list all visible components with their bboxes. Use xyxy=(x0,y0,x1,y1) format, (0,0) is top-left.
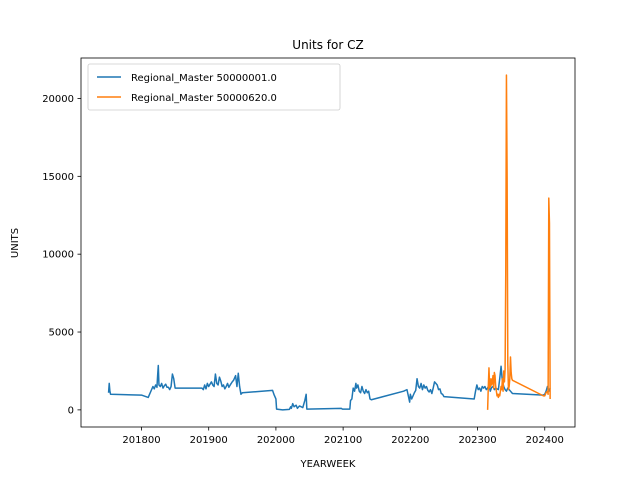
chart-title: Units for CZ xyxy=(292,38,363,52)
y-tick-label: 20000 xyxy=(42,94,74,105)
y-tick-label: 5000 xyxy=(49,328,74,339)
x-axis-label: YEARWEEK xyxy=(300,459,356,470)
legend-entry-1: Regional_Master 50000001.0 xyxy=(131,73,277,84)
x-tick-label: 202400 xyxy=(526,435,564,446)
legend: Regional_Master 50000001.0 Regional_Maste… xyxy=(87,63,341,111)
series-line-2 xyxy=(486,74,551,410)
x-axis-ticks: 201800 201900 202000 202100 202200 202300 2024… xyxy=(122,427,564,446)
axes-frame xyxy=(80,57,576,428)
series-line-1 xyxy=(107,364,551,411)
legend-box xyxy=(87,63,341,111)
y-axis-ticks: 0 5000 10000 15000 20000 xyxy=(42,94,81,416)
y-tick-label: 0 xyxy=(68,405,74,416)
x-tick-label: 202000 xyxy=(257,435,295,446)
x-tick-label: 202300 xyxy=(458,435,496,446)
x-tick-label: 201900 xyxy=(190,435,228,446)
plot-area xyxy=(107,74,551,411)
x-tick-label: 201800 xyxy=(122,435,160,446)
y-tick-label: 10000 xyxy=(42,250,74,261)
x-tick-label: 202200 xyxy=(391,435,429,446)
y-axis-label: UNITS xyxy=(10,228,21,258)
y-tick-label: 15000 xyxy=(42,172,74,183)
x-tick-label: 202100 xyxy=(324,435,362,446)
legend-entry-2: Regional_Master 50000620.0 xyxy=(131,93,277,104)
